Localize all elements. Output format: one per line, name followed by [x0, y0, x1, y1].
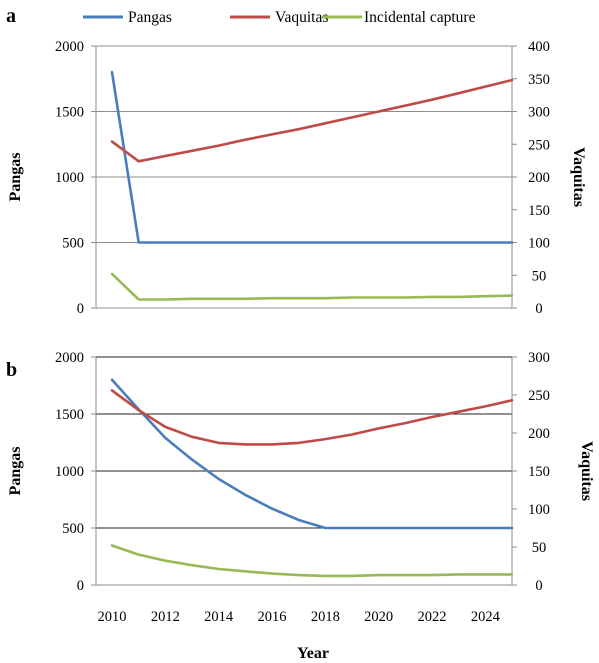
y-axis-title-right-a: Vaquitas [570, 147, 587, 207]
y-axis-title-left-a: Pangas [7, 153, 24, 202]
ytick-right-a-150: 150 [528, 203, 550, 219]
ytick-left-a-1500: 1500 [55, 105, 84, 121]
legend-label-vaquitas: Vaquitas [275, 9, 328, 26]
ytick-right-b-100: 100 [528, 502, 550, 518]
ytick-left-b-0: 0 [77, 578, 84, 594]
ytick-right-a-400: 400 [528, 39, 550, 55]
ytick-right-b-250: 250 [528, 388, 550, 404]
ytick-right-a-250: 250 [528, 137, 550, 153]
panel-label-a: a [6, 5, 16, 27]
ytick-left-a-1000: 1000 [55, 170, 84, 186]
series-line-a-pangas [110, 70, 514, 244]
legend-label-incidental-capture: Incidental capture [364, 9, 476, 26]
ytick-left-a-2000: 2000 [55, 39, 84, 55]
panel-label-b: b [6, 359, 17, 381]
panel-b-chart: b 0 500 1000 1500 2000 0 50 100 150 200 250 300 Panga… [6, 350, 595, 625]
ytick-right-a-300: 300 [528, 105, 550, 121]
ytick-right-a-50: 50 [532, 268, 547, 284]
xtick-b-2022: 2022 [418, 609, 447, 625]
series-line-b-pangas [110, 378, 514, 530]
ytick-left-a-500: 500 [62, 236, 84, 252]
ytick-right-a-100: 100 [528, 236, 550, 252]
ytick-right-a-0: 0 [535, 301, 542, 317]
series-line-b-vaquitas [110, 389, 514, 446]
ytick-left-b-500: 500 [62, 521, 84, 537]
y-axis-title-left-b: Pangas [7, 447, 24, 496]
xtick-b-2018: 2018 [311, 609, 340, 625]
legend-label-pangas: Pangas [128, 9, 172, 26]
series-line-a-vaquitas [110, 78, 514, 163]
ytick-right-b-200: 200 [528, 426, 550, 442]
ytick-left-b-1000: 1000 [55, 464, 84, 480]
legend: Pangas Vaquitas Incidental capture [83, 9, 476, 26]
series-line-a-incidental-capture [110, 272, 514, 301]
ytick-right-b-150: 150 [528, 464, 550, 480]
xtick-b-2016: 2016 [258, 609, 287, 625]
series-line-b-incidental-capture [110, 544, 514, 578]
ytick-right-a-200: 200 [528, 170, 550, 186]
panel-a-chart: a 0 500 1000 1500 2000 0 50 100 150 200 250 300 350 40… [6, 5, 587, 317]
ytick-left-b-2000: 2000 [55, 350, 84, 366]
ytick-right-a-350: 350 [528, 72, 550, 88]
ytick-right-b-0: 0 [535, 578, 542, 594]
x-axis-title: Year [297, 645, 329, 662]
xtick-b-2012: 2012 [151, 609, 180, 625]
xtick-b-2014: 2014 [204, 609, 234, 625]
xtick-b-2020: 2020 [364, 609, 393, 625]
ytick-left-a-0: 0 [77, 301, 84, 317]
ytick-right-b-300: 300 [528, 350, 550, 366]
ytick-left-b-1500: 1500 [55, 407, 84, 423]
ytick-right-b-50: 50 [532, 540, 547, 556]
y-axis-title-right-b: Vaquitas [578, 441, 595, 501]
xtick-b-2024: 2024 [471, 609, 501, 625]
xtick-b-2010: 2010 [98, 609, 127, 625]
